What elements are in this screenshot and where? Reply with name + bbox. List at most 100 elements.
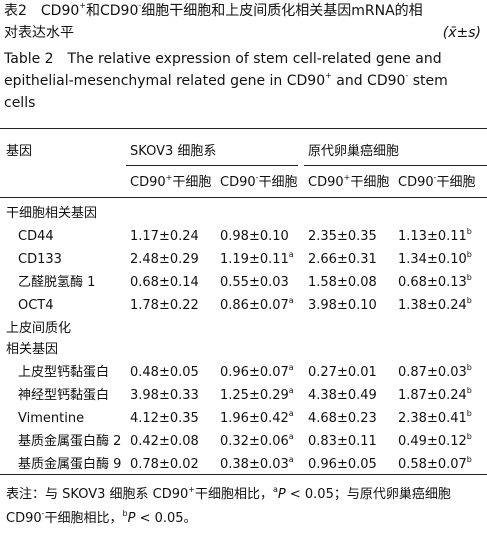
text-run: 1.19±0.11 [220, 252, 289, 267]
text-run: 干细胞相比， [44, 511, 123, 526]
text-run: 0.68±0.14 [130, 275, 199, 290]
cell: 0.58±0.07b [398, 456, 472, 474]
cell: 0.48±0.05 [130, 364, 199, 382]
sub-header: CD90+干细胞 [308, 174, 389, 192]
cell: 0.86±0.07a [220, 297, 294, 315]
text-run: 表注：与 SKOV3 细胞系 CD90 [6, 487, 189, 502]
cell: 4.38±0.49 [308, 387, 377, 405]
superscript: b [466, 455, 472, 464]
superscript: + [165, 173, 173, 182]
superscript: a [288, 409, 294, 418]
text-run: 0.96±0.05 [308, 457, 377, 472]
superscript: b [466, 409, 472, 418]
note: CD90-干细胞相比，bP < 0.05。 [6, 510, 197, 528]
sub-header: CD90-干细胞 [220, 174, 298, 192]
text-run: < 0.05；与原代卵巢癌细胞 [285, 487, 451, 502]
text-run: 0.49±0.12 [398, 434, 467, 449]
gene-name: 乙醛脱氢酶 1 [18, 275, 96, 290]
superscript: - [41, 509, 45, 518]
cell: 1.19±0.11a [220, 251, 294, 269]
text-run: 干细胞相比， [194, 487, 273, 502]
text-run: < 0.05。 [135, 511, 197, 526]
caption-en: cells [4, 94, 35, 112]
text-run: 1.78±0.22 [130, 298, 199, 313]
cell: 0.68±0.13b [398, 274, 472, 292]
cell: 0.83±0.11 [308, 433, 377, 451]
cell: 1.25±0.29a [220, 387, 294, 405]
text-run: 干细胞 [350, 175, 390, 190]
rule [0, 474, 487, 475]
text-run: 4.38±0.49 [308, 388, 377, 403]
text-run: 1.17±0.24 [130, 229, 199, 244]
text-run: 干细胞 [436, 175, 476, 190]
superscript: b [466, 363, 472, 372]
section-title: 干细胞相关基因 [6, 206, 98, 221]
cell: 0.87±0.03b [398, 364, 472, 382]
gene-name: 神经型钙黏蛋白 [18, 388, 110, 403]
superscript: b [122, 509, 128, 518]
text-run: CD90 [398, 175, 434, 190]
text-run: 0.42±0.08 [130, 434, 199, 449]
text-run: 2.66±0.31 [308, 252, 377, 267]
text-run: 0.55±0.03 [220, 275, 289, 290]
gene-name: CD44 [18, 229, 54, 244]
superscript: a [288, 250, 294, 259]
text-run: 0.32±0.06 [220, 434, 289, 449]
text-run: 3.98±0.10 [308, 298, 377, 313]
text-run: 4.68±0.23 [308, 411, 377, 426]
text-run: 1.38±0.24 [398, 298, 467, 313]
rule [126, 165, 298, 166]
cell: 2.38±0.41b [398, 410, 472, 428]
caption-cn: 表2 CD90+和CD90-细胞干细胞和上皮间质化相关基因mRNA的相 [4, 2, 423, 20]
cell: 3.98±0.33 [130, 387, 199, 405]
cell: 0.96±0.05 [308, 456, 377, 474]
text-run: Table 2 The relative expression of stem … [4, 51, 442, 67]
caption-en: epithelial-mesenchymal related gene in C… [4, 72, 448, 90]
superscript: + [188, 485, 195, 494]
cell: 0.98±0.10 [220, 228, 289, 246]
cell: 0.32±0.06a [220, 433, 294, 451]
gene-name: OCT4 [18, 298, 54, 313]
text-run: 1.58±0.08 [308, 275, 377, 290]
text-run: cells [4, 95, 36, 111]
cell: 0.96±0.07a [220, 364, 294, 382]
text-run: CD90 [6, 511, 42, 526]
cell: 0.42±0.08 [130, 433, 199, 451]
text-run: 0.78±0.02 [130, 457, 199, 472]
superscript: - [255, 173, 259, 182]
text-run: 0.83±0.11 [308, 434, 377, 449]
text-run: 1.13±0.11 [398, 229, 467, 244]
text-run: CD90 [220, 175, 256, 190]
cell: 4.68±0.23 [308, 410, 377, 428]
cell: 0.49±0.12b [398, 433, 472, 451]
gene-name: 上皮型钙黏蛋白 [18, 365, 110, 380]
group-header: SKOV3 细胞系 [130, 144, 217, 159]
text-run: 表2 CD90 [4, 3, 80, 19]
superscript: - [433, 173, 437, 182]
text-run: 1.96±0.42 [220, 411, 289, 426]
text-run: 0.96±0.07 [220, 365, 289, 380]
gene-name: 基质金属蛋白酶 9 [18, 457, 122, 472]
superscript: b [466, 273, 472, 282]
cell: 1.13±0.11b [398, 228, 472, 246]
rule [0, 128, 487, 129]
caption-cn: 对表达水平 [4, 24, 74, 42]
cell: 2.66±0.31 [308, 251, 377, 269]
text-run: 干细胞 [258, 175, 298, 190]
text-run: epithelial-mesenchymal related gene in C… [4, 73, 326, 89]
gene-name: CD133 [18, 252, 62, 267]
superscript: a [288, 455, 294, 464]
note: 表注：与 SKOV3 细胞系 CD90+干细胞相比，aP < 0.05；与原代卵… [6, 486, 451, 504]
text-run: and CD90 [331, 73, 406, 89]
caption-en: Table 2 The relative expression of stem … [4, 50, 442, 68]
text-run: 0.27±0.01 [308, 365, 377, 380]
text-run: 干细胞 [172, 175, 212, 190]
text-run: 0.87±0.03 [398, 365, 467, 380]
cell: 2.48±0.29 [130, 251, 199, 269]
text-run: P [277, 487, 286, 502]
cell: 0.68±0.14 [130, 274, 199, 292]
superscript: a [288, 432, 294, 441]
sub-header: CD90-干细胞 [398, 174, 476, 192]
superscript: b [466, 296, 472, 305]
text-run: 对表达水平 [4, 25, 74, 41]
